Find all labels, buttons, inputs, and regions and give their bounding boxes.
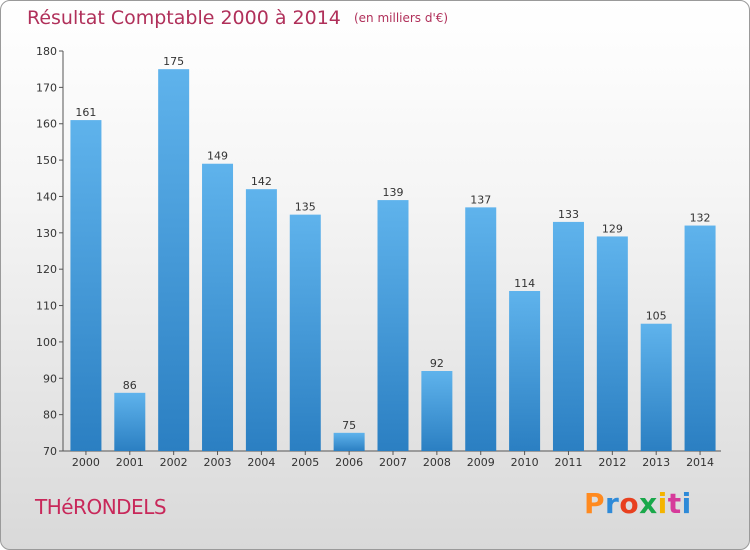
x-tick-label: 2013: [642, 456, 670, 469]
y-tick-label: 130: [36, 227, 57, 240]
bar-value-label: 105: [646, 310, 667, 323]
bar-value-label: 92: [430, 357, 444, 370]
brand-letter: o: [619, 487, 640, 520]
bar-value-label: 135: [295, 201, 316, 214]
bar-value-label: 75: [342, 419, 356, 432]
bar: [289, 214, 321, 451]
bar-value-label: 114: [514, 277, 535, 290]
bar-value-label: 142: [251, 175, 272, 188]
y-tick-label: 100: [36, 336, 57, 349]
x-tick-label: 2002: [160, 456, 188, 469]
bar: [377, 200, 409, 451]
x-tick-label: 2005: [291, 456, 319, 469]
bar: [333, 432, 365, 451]
brand-logo: Proxiti: [584, 487, 692, 520]
x-tick-label: 2012: [598, 456, 626, 469]
x-tick-label: 2007: [379, 456, 407, 469]
bar-value-label: 133: [558, 208, 579, 221]
brand-letter: r: [605, 487, 620, 520]
x-tick-label: 2011: [554, 456, 582, 469]
x-tick-label: 2004: [247, 456, 275, 469]
bar-value-label: 139: [383, 186, 404, 199]
chart-title: Résultat Comptable 2000 à 2014: [27, 7, 341, 29]
bar: [158, 69, 190, 451]
bar: [552, 221, 584, 451]
y-tick-label: 160: [36, 118, 57, 131]
bar: [421, 371, 453, 451]
x-tick-label: 2001: [116, 456, 144, 469]
chart-subtitle: (en milliers d'€): [353, 11, 449, 25]
bar-value-label: 175: [163, 55, 184, 68]
y-tick-label: 180: [36, 45, 57, 58]
bar: [70, 120, 102, 451]
y-tick-label: 140: [36, 190, 57, 203]
x-tick-label: 2009: [467, 456, 495, 469]
commune-name: THéRONDELS: [35, 495, 167, 519]
bar: [114, 392, 146, 451]
brand-letter: x: [639, 487, 658, 520]
bar: [684, 225, 716, 451]
y-tick-label: 70: [43, 445, 57, 458]
y-tick-label: 120: [36, 263, 57, 276]
bar-value-label: 132: [690, 212, 711, 225]
y-tick-label: 90: [43, 372, 57, 385]
brand-letter: i: [657, 487, 668, 520]
bar: [640, 323, 672, 451]
x-tick-label: 2000: [72, 456, 100, 469]
y-tick-label: 170: [36, 81, 57, 94]
bar-value-label: 129: [602, 222, 623, 235]
y-tick-label: 80: [43, 409, 57, 422]
bar: [202, 163, 234, 451]
bar-value-label: 86: [123, 379, 137, 392]
brand-letter: t: [667, 487, 682, 520]
bar-value-label: 161: [75, 106, 96, 119]
bar: [465, 207, 497, 451]
brand-letter: P: [584, 487, 606, 520]
brand-letter: i: [681, 487, 692, 520]
bar: [509, 291, 541, 451]
bar-value-label: 149: [207, 150, 228, 163]
x-tick-label: 2006: [335, 456, 363, 469]
y-tick-label: 110: [36, 300, 57, 313]
bar: [245, 189, 277, 451]
bar: [596, 236, 628, 451]
bar-value-label: 137: [470, 193, 491, 206]
x-tick-label: 2008: [423, 456, 451, 469]
x-tick-label: 2010: [511, 456, 539, 469]
x-tick-label: 2003: [204, 456, 232, 469]
x-tick-label: 2014: [686, 456, 714, 469]
y-tick-label: 150: [36, 154, 57, 167]
chart-title-row: Résultat Comptable 2000 à 2014 (en milli…: [27, 7, 448, 29]
